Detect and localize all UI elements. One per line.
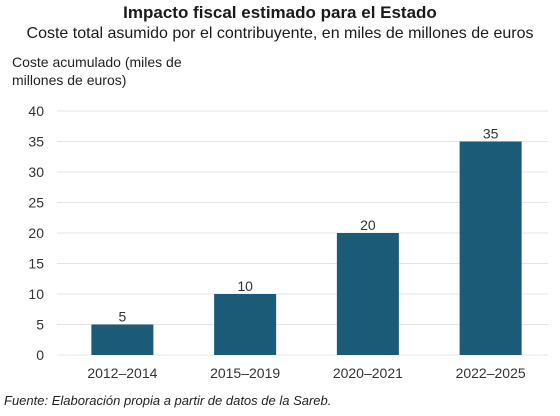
y-tick-label: 25 [28, 195, 44, 211]
y-tick-label: 15 [28, 256, 44, 272]
x-tick-label: 2015–2019 [210, 365, 280, 381]
bars [91, 141, 522, 355]
data-label: 5 [118, 309, 126, 325]
y-tick-label: 30 [28, 164, 44, 180]
y-tick-label: 35 [28, 134, 44, 150]
x-tick-label: 2012–2014 [87, 365, 157, 381]
data-label: 35 [483, 126, 499, 142]
data-label: 20 [360, 217, 376, 233]
y-tick-label: 0 [36, 347, 44, 363]
y-axis-label: Coste acumulado (miles de millones de eu… [12, 54, 182, 88]
y-tick-label: 5 [36, 317, 44, 333]
y-tick-label: 40 [28, 103, 44, 119]
data-label: 10 [237, 278, 253, 294]
bar [214, 294, 277, 355]
y-tick-label: 20 [28, 225, 44, 241]
x-tick-label: 2020–2021 [333, 365, 403, 381]
chart-subtitle-text: Coste total asumido por el contribuyente… [26, 25, 534, 42]
x-axis-ticks: 2012–2014 2015–2019 2020–2021 2022–2025 [87, 365, 526, 381]
chart-subtitle: Coste total asumido por el contribuyente… [0, 25, 560, 43]
y-axis-ticks: 0 5 10 15 20 25 30 35 40 [28, 103, 44, 363]
bar [91, 324, 154, 355]
x-tick-label: 2022–2025 [456, 365, 526, 381]
chart-title: Impacto fiscal estimado para el Estado [123, 3, 437, 22]
source-note: Fuente: Elaboración propia a partir de d… [4, 393, 332, 408]
y-tick-label: 10 [28, 286, 44, 302]
bar [459, 141, 522, 355]
data-labels: 5 10 20 35 [118, 126, 498, 325]
bar [336, 233, 399, 355]
